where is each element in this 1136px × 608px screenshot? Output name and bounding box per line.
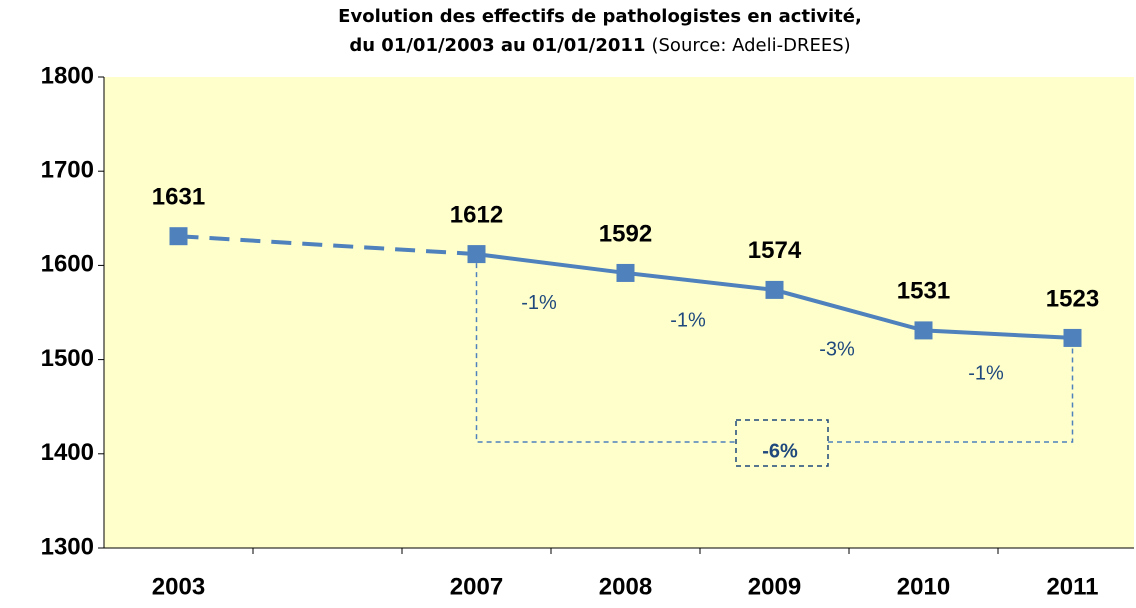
y-tick-label: 1800: [41, 62, 94, 89]
marker: [467, 245, 486, 264]
chart-title-line: du 01/01/2003 au 01/01/2011: [349, 35, 645, 56]
x-tick-label: 2007: [450, 573, 503, 600]
data-label: 1592: [599, 220, 652, 247]
data-label: 1531: [897, 278, 950, 305]
marker: [616, 263, 635, 282]
total-box: [735, 419, 829, 467]
y-tick-label: 1300: [41, 533, 94, 560]
chart-title: Evolution des effectifs de pathologistes…: [338, 6, 862, 27]
chart-source: (Source: Adeli-DREES): [651, 35, 850, 56]
marker: [169, 227, 188, 246]
x-tick-label: 2003: [152, 573, 205, 600]
change-label: -3%: [819, 338, 855, 360]
total-change-label: -6%: [762, 440, 798, 462]
y-tick-label: 1600: [41, 251, 94, 278]
chart-title: du 01/01/2003 au 01/01/2011 (Source: Adel…: [349, 35, 850, 56]
x-tick-label: 2011: [1046, 573, 1098, 600]
y-tick-label: 1400: [41, 439, 94, 466]
data-label: 1612: [450, 201, 503, 228]
marker: [914, 321, 933, 340]
marker: [765, 280, 784, 299]
gap-connector: [178, 234, 477, 257]
x-tick-label: 2009: [748, 573, 801, 600]
bracket: [475, 263, 1074, 443]
change-label: -1%: [521, 292, 557, 314]
data-label: 1631: [152, 184, 205, 211]
plot-area: [104, 77, 1134, 548]
marker: [1063, 328, 1082, 347]
y-tick-label: 1700: [41, 157, 94, 184]
data-label: 1523: [1046, 285, 1099, 312]
y-tick-label: 1500: [41, 345, 94, 372]
change-label: -1%: [968, 362, 1004, 384]
change-label: -1%: [670, 310, 706, 332]
data-label: 1574: [748, 237, 802, 264]
x-tick-label: 2008: [599, 573, 652, 600]
x-tick-label: 2010: [897, 573, 950, 600]
